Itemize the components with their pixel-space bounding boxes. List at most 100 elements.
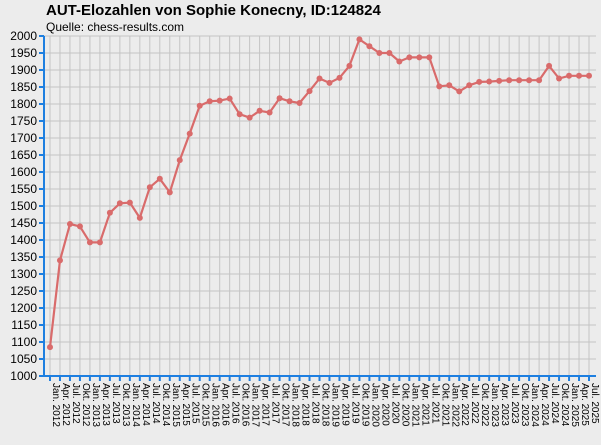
data-point (396, 58, 403, 65)
x-tick-label: Apr. 2024 (539, 383, 550, 426)
data-point (416, 54, 423, 61)
x-tick-label: Apr. 2025 (579, 383, 590, 426)
x-tick-label: Apr. 2022 (459, 383, 470, 426)
x-tick-label: Jan. 2018 (290, 383, 301, 427)
y-tick-label: 1750 (10, 114, 37, 128)
y-tick-label: 1600 (10, 165, 37, 179)
y-tick-label: 1000 (10, 369, 37, 383)
x-tick-label: Okt. 2016 (240, 383, 251, 427)
x-tick-label: Apr. 2021 (419, 383, 430, 426)
x-tick-label: Okt. 2021 (439, 383, 450, 427)
data-point (516, 77, 523, 84)
x-tick-label: Jan. 2024 (529, 383, 540, 427)
x-tick-label: Apr. 2023 (499, 383, 510, 426)
x-tick-label: Okt. 2020 (399, 383, 410, 427)
data-point (546, 62, 553, 69)
x-tick-label: Apr. 2019 (339, 383, 350, 426)
data-point (256, 107, 263, 114)
y-tick-label: 1950 (10, 46, 37, 60)
x-tick-label: Apr. 2013 (100, 383, 111, 426)
y-tick-label: 2000 (10, 29, 37, 43)
x-tick-label: Apr. 2015 (180, 383, 191, 426)
x-tick-label: Jul. 2013 (110, 383, 121, 424)
x-tick-label: Jan. 2020 (369, 383, 380, 427)
data-point (356, 36, 363, 43)
x-tick-label: Jul. 2025 (589, 383, 600, 424)
x-tick-label: Jul. 2023 (509, 383, 520, 424)
y-tick-label: 1350 (10, 250, 37, 264)
data-point (326, 79, 333, 86)
data-point (196, 102, 203, 109)
y-tick-label: 1900 (10, 63, 37, 77)
data-point (246, 114, 253, 121)
data-point (226, 95, 233, 102)
data-point (286, 98, 293, 105)
x-tick-label: Jan. 2023 (489, 383, 500, 427)
y-axis: 1000 1050 1100 1150 1200 1250 1300 1350 1400 1450… (10, 29, 45, 383)
data-point (566, 72, 573, 79)
x-tick-label: Jul. 2016 (230, 383, 241, 424)
y-tick-label: 1550 (10, 182, 37, 196)
data-point (266, 109, 273, 116)
x-tick-label: Jan. 2021 (409, 383, 420, 427)
data-point (146, 184, 153, 191)
data-point (376, 50, 383, 56)
x-tick-label: Jul. 2024 (549, 383, 560, 424)
data-point (446, 82, 453, 89)
x-tick-label: Jan. 2013 (90, 383, 101, 427)
x-tick-label: Apr. 2018 (300, 383, 311, 426)
x-tick-label: Jul. 2022 (469, 383, 480, 424)
y-tick-label: 1300 (10, 267, 37, 281)
data-point (336, 74, 343, 81)
data-point (216, 97, 223, 104)
x-tick-label: Jul. 2015 (190, 383, 201, 424)
x-tick-label: Apr. 2020 (379, 383, 390, 426)
x-tick-label: Jul. 2014 (150, 383, 161, 424)
data-point (456, 88, 463, 95)
data-point (586, 72, 592, 79)
series (47, 36, 592, 351)
x-tick-label: Okt. 2019 (359, 383, 370, 427)
data-point (346, 62, 353, 69)
y-tick-label: 1800 (10, 97, 37, 111)
y-tick-label: 1050 (10, 352, 37, 366)
y-tick-label: 1450 (10, 216, 37, 230)
y-tick-label: 1850 (10, 80, 37, 94)
x-tick-label: Okt. 2013 (120, 383, 131, 427)
data-point (476, 78, 483, 85)
data-point (486, 78, 493, 85)
data-point (186, 130, 193, 137)
data-point (436, 83, 443, 90)
x-tick-label: Jan. 2015 (170, 383, 181, 427)
x-tick-label: Okt. 2022 (479, 383, 490, 427)
data-point (56, 257, 63, 264)
data-point (576, 72, 583, 79)
chart-title: AUT-Elozahlen von Sophie Konecny, ID:124… (46, 2, 381, 19)
data-point (536, 77, 543, 84)
data-point (166, 189, 173, 196)
y-tick-label: 1400 (10, 233, 37, 247)
x-tick-label: Apr. 2016 (220, 383, 231, 426)
x-tick-label: Apr. 2014 (140, 383, 151, 426)
data-point (106, 209, 113, 216)
data-point (556, 75, 563, 82)
grid (44, 35, 596, 377)
data-point (76, 223, 83, 230)
x-tick-label: Okt. 2012 (80, 383, 91, 427)
data-point (296, 99, 303, 106)
data-point (306, 88, 313, 95)
x-tick-label: Jan. 2025 (569, 383, 580, 427)
x-tick-label: Jul. 2021 (429, 383, 440, 424)
y-tick-label: 1100 (11, 335, 37, 349)
data-point (366, 43, 373, 50)
x-tick-label: Jul. 2020 (389, 383, 400, 424)
data-point (406, 54, 413, 61)
x-tick-label: Okt. 2024 (559, 383, 570, 427)
data-point (136, 214, 143, 221)
x-tick-label: Jul. 2018 (310, 383, 321, 424)
data-point (316, 75, 323, 82)
data-point (276, 95, 283, 102)
data-point (526, 77, 533, 84)
